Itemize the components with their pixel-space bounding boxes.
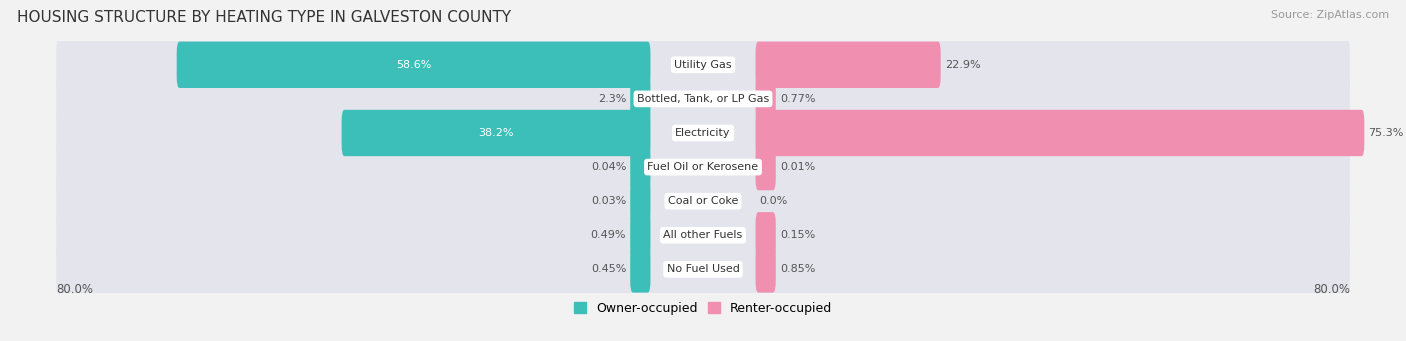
FancyBboxPatch shape [755,76,776,122]
Legend: Owner-occupied, Renter-occupied: Owner-occupied, Renter-occupied [568,297,838,320]
Text: All other Fuels: All other Fuels [664,230,742,240]
Text: Electricity: Electricity [675,128,731,138]
Text: 0.04%: 0.04% [591,162,626,172]
Text: 22.9%: 22.9% [945,60,980,70]
FancyBboxPatch shape [177,42,651,88]
FancyBboxPatch shape [56,175,1350,227]
FancyBboxPatch shape [755,246,776,293]
Text: 0.03%: 0.03% [591,196,626,206]
FancyBboxPatch shape [630,178,651,224]
FancyBboxPatch shape [630,144,651,190]
Text: 0.85%: 0.85% [780,264,815,275]
FancyBboxPatch shape [755,110,1364,156]
Text: 0.01%: 0.01% [780,162,815,172]
Text: 75.3%: 75.3% [1368,128,1403,138]
Text: Utility Gas: Utility Gas [675,60,731,70]
FancyBboxPatch shape [56,141,1350,193]
FancyBboxPatch shape [755,42,941,88]
Text: No Fuel Used: No Fuel Used [666,264,740,275]
Text: 0.0%: 0.0% [759,196,787,206]
Text: 0.15%: 0.15% [780,230,815,240]
Text: 2.3%: 2.3% [598,94,626,104]
Text: 0.45%: 0.45% [591,264,626,275]
Text: 80.0%: 80.0% [56,283,93,296]
Text: 80.0%: 80.0% [1313,283,1350,296]
FancyBboxPatch shape [630,246,651,293]
FancyBboxPatch shape [630,76,651,122]
FancyBboxPatch shape [56,243,1350,295]
FancyBboxPatch shape [56,39,1350,91]
Text: Fuel Oil or Kerosene: Fuel Oil or Kerosene [647,162,759,172]
Text: 58.6%: 58.6% [396,60,432,70]
Text: 38.2%: 38.2% [478,128,513,138]
Text: Source: ZipAtlas.com: Source: ZipAtlas.com [1271,10,1389,20]
Text: Coal or Coke: Coal or Coke [668,196,738,206]
FancyBboxPatch shape [56,107,1350,159]
Text: 0.77%: 0.77% [780,94,815,104]
FancyBboxPatch shape [755,212,776,258]
FancyBboxPatch shape [630,212,651,258]
FancyBboxPatch shape [755,144,776,190]
Text: 0.49%: 0.49% [591,230,626,240]
Text: Bottled, Tank, or LP Gas: Bottled, Tank, or LP Gas [637,94,769,104]
Text: HOUSING STRUCTURE BY HEATING TYPE IN GALVESTON COUNTY: HOUSING STRUCTURE BY HEATING TYPE IN GAL… [17,10,510,25]
FancyBboxPatch shape [342,110,651,156]
FancyBboxPatch shape [56,209,1350,261]
FancyBboxPatch shape [56,73,1350,125]
